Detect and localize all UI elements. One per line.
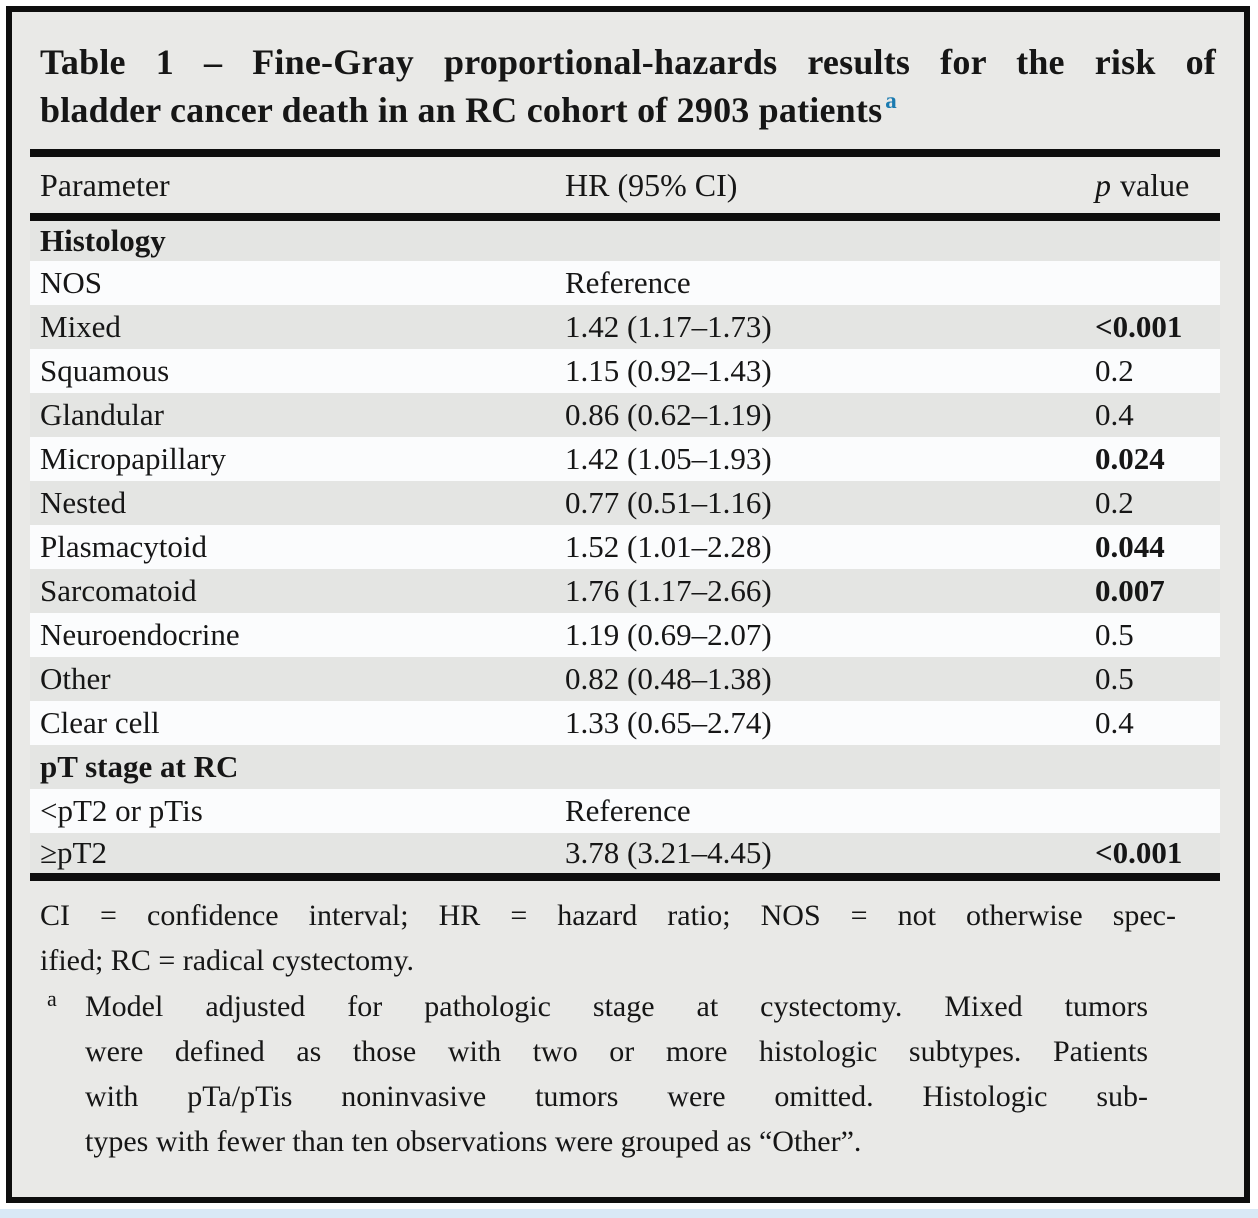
column-header-hr: HR (95% CI) [565,149,1095,221]
footnote-a-link[interactable]: a [885,88,897,113]
column-header-parameter: Parameter [30,149,565,221]
results-table-body: Histology NOS Reference Mixed 1.42 (1.17… [30,217,1220,877]
table-row: Squamous 1.15 (0.92–1.43) 0.2 [30,349,1220,393]
table-title-line2-text: bladder cancer death in an RC cohort of … [40,90,883,130]
table-row: Neuroendocrine 1.19 (0.69–2.07) 0.5 [30,613,1220,657]
hr-cell: 1.33 (0.65–2.74) [565,705,772,740]
table-row: Plasmacytoid 1.52 (1.01–2.28) 0.044 [30,525,1220,569]
hr-cell: 3.78 (3.21–4.45) [565,835,772,870]
p-value-cell: 0.5 [1095,617,1134,652]
table-1-panel: Table 1 – Fine-Gray proportional-hazards… [6,6,1250,1203]
p-value-cell: 0.2 [1095,353,1134,388]
parameter-cell: Glandular [40,397,164,432]
p-value-cell: <0.001 [1095,309,1183,344]
page-bottom-strip [0,1209,1258,1218]
hr-cell: 0.86 (0.62–1.19) [565,397,772,432]
table-row: Other 0.82 (0.48–1.38) 0.5 [30,657,1220,701]
p-value-cell [1095,261,1220,305]
hr-cell: 1.42 (1.05–1.93) [565,441,772,476]
p-value-cell: <0.001 [1095,835,1183,870]
footnote-a: a Model adjusted for pathologic stage at… [40,984,1216,1164]
footnote-line: with pTa/pTis noninvasive tumors were om… [85,1080,1148,1113]
parameter-cell: ≥pT2 [40,835,107,870]
table-row: NOS Reference [30,261,1220,305]
parameter-cell: Nested [40,485,127,520]
hr-cell: 0.77 (0.51–1.16) [565,485,772,520]
hr-cell: 1.76 (1.17–2.66) [565,573,772,608]
footnote-a-marker: a [47,986,57,1011]
parameter-cell: Other [40,661,111,696]
p-value-cell: 0.4 [1095,397,1134,432]
footnotes: CI = confidence interval; HR = hazard ra… [40,893,1216,1164]
table-row: ≥pT2 3.78 (3.21–4.45) <0.001 [30,833,1220,877]
table-row: Clear cell 1.33 (0.65–2.74) 0.4 [30,701,1220,745]
parameter-cell: Clear cell [40,705,160,740]
table-row: Mixed 1.42 (1.17–1.73) <0.001 [30,305,1220,349]
column-header-p-value: p value [1095,149,1220,221]
p-value-cell [1095,745,1220,789]
footnote-line: Model adjusted for pathologic stage at c… [85,990,1148,1023]
hr-cell: 1.52 (1.01–2.28) [565,529,772,564]
table-row: Histology [30,217,1220,261]
header-row: Parameter HR (95% CI) p value [30,149,1220,221]
footnote-abbreviations: CI = confidence interval; HR = hazard ra… [40,893,1216,983]
footnote-a-text: Model adjusted for pathologic stage at c… [85,984,1148,1164]
p-value-cell: 0.2 [1095,485,1134,520]
p-value-cell: 0.044 [1095,529,1165,564]
table-row: <pT2 or pTis Reference [30,789,1220,833]
parameter-cell: Neuroendocrine [40,617,240,652]
parameter-cell: Sarcomatoid [40,573,197,608]
table-title-line1: Table 1 – Fine-Gray proportional-hazards… [40,42,1216,82]
parameter-cell: Plasmacytoid [40,529,208,564]
footnote-line: CI = confidence interval; HR = hazard ra… [40,899,1176,932]
hr-cell: 1.19 (0.69–2.07) [565,617,772,652]
footnote-line: were defined as those with two or more h… [85,1035,1148,1068]
table-title: Table 1 – Fine-Gray proportional-hazards… [40,38,1216,139]
hr-cell: Reference [565,265,691,300]
p-value-cell: 0.5 [1095,661,1134,696]
parameter-cell: Micropapillary [40,441,226,476]
p-value-cell: 0.4 [1095,705,1134,740]
table-title-line2: bladder cancer death in an RC cohort of … [40,86,1216,139]
results-table: Parameter HR (95% CI) p value Histology N… [30,149,1220,881]
table-row: Sarcomatoid 1.76 (1.17–2.66) 0.007 [30,569,1220,613]
hr-cell: 0.82 (0.48–1.38) [565,661,772,696]
hr-cell: Reference [565,793,691,828]
p-value-cell [1095,217,1220,261]
table-row: Nested 0.77 (0.51–1.16) 0.2 [30,481,1220,525]
table-row: pT stage at RC [30,745,1220,789]
table-row: Micropapillary 1.42 (1.05–1.93) 0.024 [30,437,1220,481]
footnote-line: ified; RC = radical cystectomy. [40,944,415,977]
parameter-cell: NOS [40,265,103,300]
parameter-cell: Squamous [40,353,170,388]
parameter-cell: <pT2 or pTis [40,793,203,828]
footnote-line: types with fewer than ten observations w… [85,1125,862,1158]
p-value-cell [1095,789,1220,833]
parameter-cell: pT stage at RC [40,749,239,784]
p-value-cell: 0.024 [1095,441,1165,476]
hr-cell [565,217,1095,261]
p-value-header-rest: value [1120,166,1190,203]
hr-cell: 1.42 (1.17–1.73) [565,309,772,344]
parameter-cell: Histology [40,223,166,258]
hr-cell: 1.15 (0.92–1.43) [565,353,772,388]
parameter-cell: Mixed [40,309,121,344]
hr-cell [565,745,1095,789]
p-value-cell: 0.007 [1095,573,1165,608]
table-row: Glandular 0.86 (0.62–1.19) 0.4 [30,393,1220,437]
p-value-header-italic: p [1095,166,1111,203]
results-table-header: Parameter HR (95% CI) p value [30,149,1220,221]
